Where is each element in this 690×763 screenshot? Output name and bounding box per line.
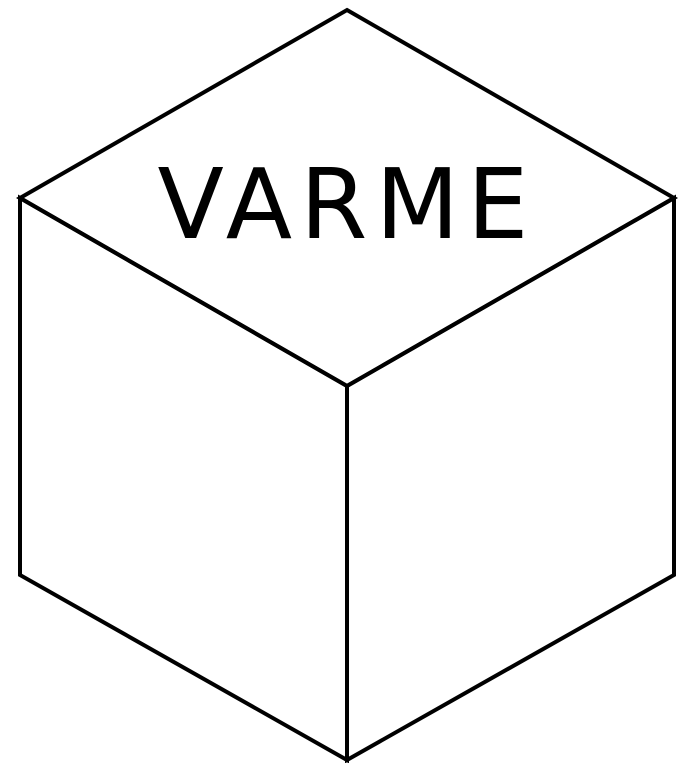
- top-face-label: VARME: [158, 148, 537, 261]
- cube-right-face: [345, 194, 676, 763]
